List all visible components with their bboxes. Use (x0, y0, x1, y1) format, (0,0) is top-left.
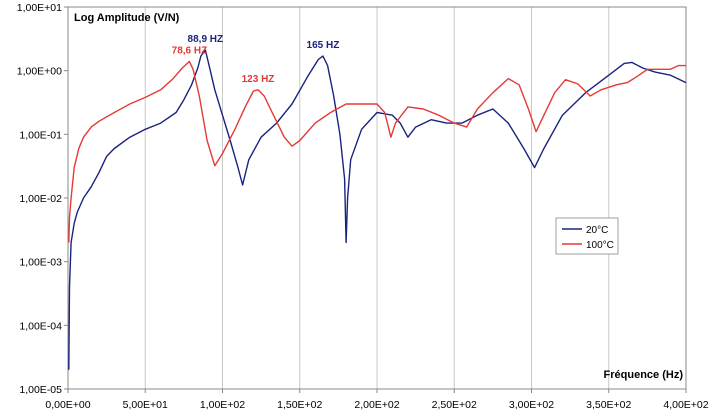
x-tick-label: 2,00E+02 (354, 399, 399, 411)
x-axis-ticks: 0,00E+00 5,00E+01 1,00E+02 1,50E+02 2,00E+02… (45, 389, 709, 411)
peak-label: 88,9 HZ (188, 34, 224, 45)
y-tick-label: 1,00E-04 (19, 320, 62, 332)
y-tick-label: 1,00E+01 (17, 2, 62, 14)
x-tick-label: 2,50E+02 (432, 399, 477, 411)
series-lines (68, 49, 687, 370)
series-line-20c (68, 49, 687, 370)
y-tick-label: 1,00E-03 (19, 257, 62, 269)
x-tick-label: 4,00E+02 (663, 399, 708, 411)
x-axis-title: Fréquence (Hz) (604, 369, 684, 381)
series-line-100c (68, 60, 686, 243)
y-tick-label: 1,00E-01 (19, 129, 62, 141)
y-tick-label: 1,00E-05 (19, 384, 62, 396)
x-tick-label: 1,00E+02 (200, 399, 245, 411)
y-axis-ticks: 1,00E-05 1,00E-04 1,00E-03 1,00E-02 1,00E-01… (17, 2, 68, 396)
legend-label-100c: 100°C (586, 240, 614, 251)
peak-label: 165 HZ (307, 40, 340, 51)
vertical-gridlines (144, 7, 610, 389)
legend-label-20c: 20°C (586, 225, 608, 236)
peak-label: 123 HZ (242, 74, 275, 85)
y-tick-label: 1,00E+00 (17, 66, 62, 78)
x-tick-label: 1,50E+02 (277, 399, 322, 411)
x-tick-label: 0,00E+00 (45, 399, 90, 411)
y-axis-title: Log Amplitude (V/N) (74, 12, 180, 24)
x-tick-label: 3,50E+02 (586, 399, 631, 411)
x-tick-label: 5,00E+01 (123, 399, 168, 411)
legend-box (555, 217, 619, 255)
x-tick-label: 3,00E+02 (509, 399, 554, 411)
legend: 20°C 100°C (555, 217, 619, 255)
peak-label: 78,6 HZ (172, 45, 208, 56)
y-tick-label: 1,00E-02 (19, 193, 62, 205)
